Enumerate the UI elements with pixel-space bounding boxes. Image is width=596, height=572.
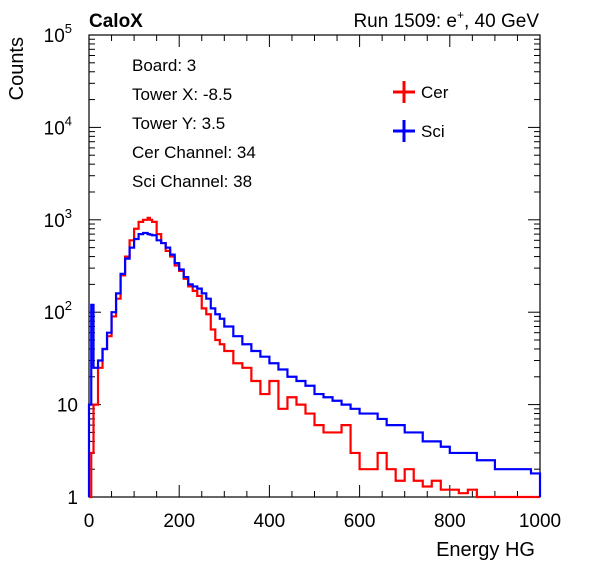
legend-label-sci: Sci: [421, 122, 445, 141]
info-line-board: Board: 3: [132, 56, 196, 75]
info-box: Board: 3 Tower X: -8.5 Tower Y: 3.5 Cer …: [132, 56, 256, 191]
info-line-sci-channel: Sci Channel: 38: [132, 172, 252, 191]
legend-marker-cer: [393, 81, 415, 103]
y-tick-label: 104: [44, 113, 72, 139]
x-tick-label: 1000: [519, 511, 561, 532]
y-tick-label: 105: [44, 21, 72, 47]
series-group: [87, 216, 542, 499]
experiment-label: CaloX: [89, 11, 143, 32]
series-line-cer: [89, 216, 540, 499]
info-line-tower-y: Tower Y: 3.5: [132, 114, 225, 133]
info-line-cer-channel: Cer Channel: 34: [132, 143, 256, 162]
legend: Cer Sci: [393, 81, 449, 142]
legend-marker-sci: [393, 120, 415, 142]
y-axis-title: Counts: [6, 37, 28, 100]
y-tick-label: 102: [44, 298, 72, 324]
legend-label-cer: Cer: [421, 83, 449, 102]
y-tick-label: 10: [57, 396, 78, 417]
x-tick-label: 0: [84, 511, 95, 532]
x-axis-title: Energy HG: [436, 539, 535, 561]
x-tick-label: 800: [434, 511, 466, 532]
run-label: Run 1509: e+, 40 GeV: [353, 8, 539, 32]
series-line-sci: [87, 231, 542, 497]
x-tick-label: 200: [163, 511, 195, 532]
y-tick-label: 103: [44, 206, 72, 232]
plot-frame: [88, 34, 541, 498]
x-tick-label: 400: [254, 511, 286, 532]
info-line-tower-x: Tower X: -8.5: [132, 85, 232, 104]
y-tick-label: 1: [67, 488, 78, 509]
x-tick-label: 600: [344, 511, 376, 532]
axis-ticks: 0 200 400 600 800 1000 1 10 102 103 104 105: [44, 21, 562, 532]
